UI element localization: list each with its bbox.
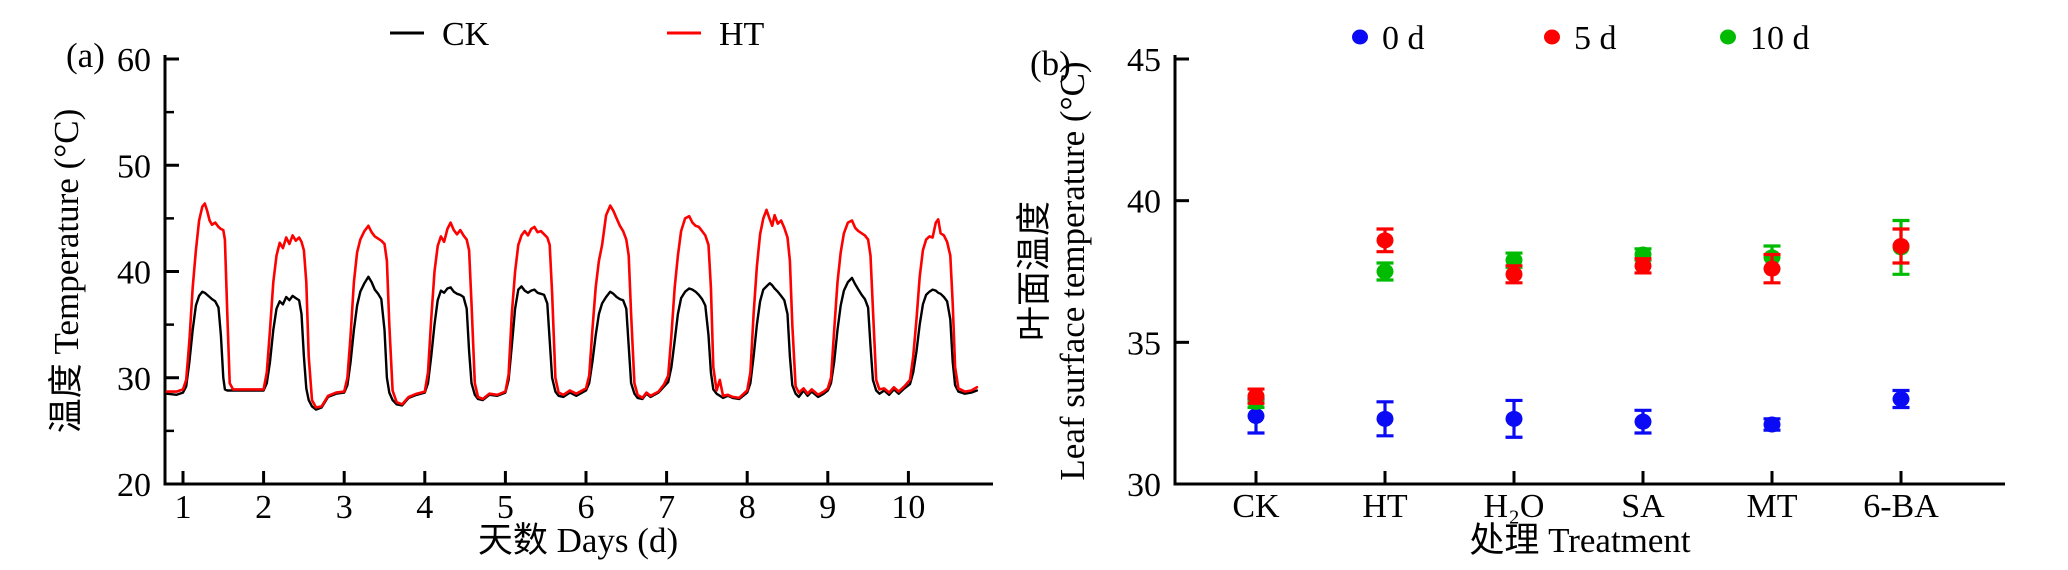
panel-b-point-0d-6-BA [1892, 391, 1910, 407]
panel-a-tag: (a) [66, 36, 105, 75]
panel-b-y-axis-label-zh: 叶面温度 [1015, 201, 1054, 341]
panel-b-point-0d-HT [1376, 410, 1394, 427]
panel-b-category-label: CK [1232, 488, 1280, 525]
panel-a-x-tick-label: 6 [578, 489, 595, 526]
panel-b-y-tick-label: 35 [1127, 325, 1161, 362]
legend-10d-dot-swatch [1720, 29, 1736, 45]
panel-a-x-tick-label: 5 [497, 489, 514, 526]
panel-a-x-tick-label: 10 [891, 489, 925, 526]
panel-b-category-label: MT [1747, 488, 1798, 525]
panel-b-y-tick-label: 45 [1127, 42, 1161, 79]
panel-b-category-label: 6-BA [1863, 488, 1939, 525]
panel-b-tag: (b) [1030, 44, 1071, 83]
panel-a-x-tick-label: 8 [739, 489, 756, 526]
panel-a-x-tick-label: 2 [255, 489, 272, 526]
panel-a-y-tick-label: 60 [117, 42, 151, 79]
panel-b-point-10d-HT [1376, 263, 1394, 280]
panel-a-y-tick-label: 20 [117, 467, 151, 504]
panel-b-point-0d-H₂O [1505, 410, 1523, 427]
legend-ht-label: HT [719, 16, 765, 53]
panel-b-point-5d-HT [1376, 232, 1394, 249]
panel-a-y-tick-label: 50 [117, 148, 151, 185]
legend-10d-label: 10 d [1750, 20, 1810, 57]
panel-b-category-label: HT [1362, 488, 1408, 525]
panel-a-series-ck-line [165, 275, 979, 411]
panel-a-legend: CK HT [390, 16, 765, 53]
legend-0d-dot-swatch [1352, 29, 1368, 45]
panel-b-point-5d-CK [1247, 388, 1265, 405]
panel-a-x-tick-label: 4 [416, 489, 433, 526]
panel-b-x-axis-label: 处理 Treatment [1469, 521, 1691, 560]
panel-b-y-tick-label: 40 [1127, 184, 1161, 221]
panel-a-series-ht-line [165, 202, 979, 409]
legend-5d-label: 5 d [1574, 20, 1617, 57]
panel-b-point-5d-MT [1763, 260, 1781, 277]
panel-b-point-10d-H₂O [1505, 252, 1523, 269]
panel-a-x-tick-label: 1 [175, 489, 192, 526]
panel-b-category-label: H₂O [1484, 488, 1545, 525]
panel-b-point-0d-MT [1763, 416, 1781, 433]
panel-b-point-0d-SA [1634, 413, 1652, 430]
panel-b-axes [1173, 55, 2005, 486]
legend-5d-dot-swatch [1544, 29, 1560, 45]
panel-a-x-tick-label: 9 [819, 489, 836, 526]
panel-b-y-axis-label-en: Leaf surface temperature (°C) [1053, 61, 1092, 480]
panel-a-axes [163, 55, 993, 486]
panel-b-legend: 0 d 5 d 10 d [1352, 20, 1810, 57]
panel-a-x-axis-label: 天数 Days (d) [478, 521, 678, 560]
legend-ck-label: CK [442, 16, 490, 53]
panel-a-y-tick-label: 30 [117, 361, 151, 398]
panel-b-point-5d-6-BA [1892, 238, 1910, 254]
panel-b-category-label: SA [1621, 488, 1665, 525]
panel-a-x-tick-label: 3 [336, 489, 353, 526]
legend-0d-label: 0 d [1382, 20, 1425, 57]
panel-a-x-tick-label: 7 [658, 489, 675, 526]
panel-a-y-tick-label: 40 [117, 255, 151, 292]
panel-b-point-5d-H₂O [1505, 266, 1523, 283]
panel-b-point-0d-CK [1247, 408, 1265, 424]
panel-b-y-tick-label: 30 [1127, 467, 1161, 504]
panel-b-point-5d-SA [1634, 257, 1652, 274]
panel-a-y-axis-label: 温度 Temperature (°C) [47, 109, 86, 434]
